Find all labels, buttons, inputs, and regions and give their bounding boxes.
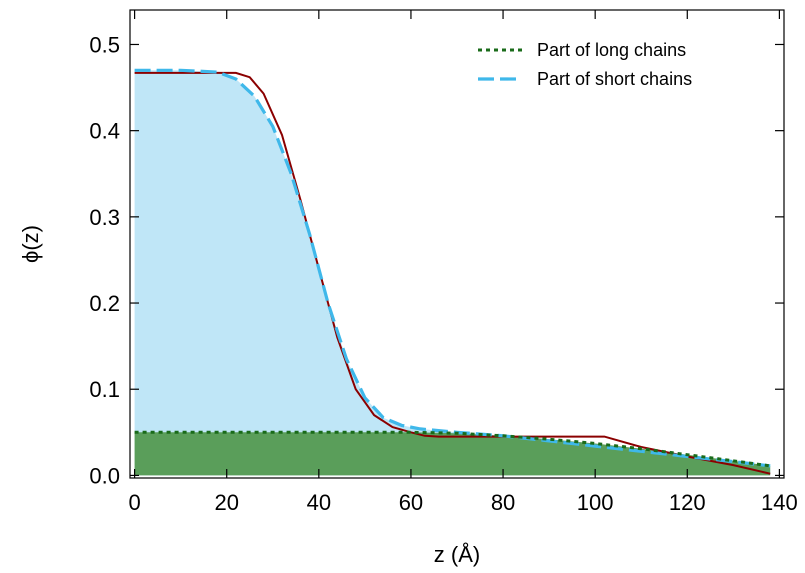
y-axis-label: ϕ(z) [18,225,43,263]
y-tick-label: 0.2 [89,291,120,316]
long-chains-line [134,430,771,468]
short-chains-line [134,68,771,468]
x-tick-label: 60 [399,490,423,515]
x-tick-label: 40 [307,490,331,515]
x-tick-label: 120 [669,490,706,515]
series-lines [134,68,771,475]
x-tick-label: 20 [214,490,238,515]
axis-ticks [130,10,784,478]
short-chains-fill [134,70,771,476]
legend: Part of long chains Part of short chains [478,40,692,89]
total-profile-line [134,71,771,475]
fill-areas [134,70,771,476]
y-tick-label: 0.5 [89,32,120,57]
x-tick-label: 100 [577,490,614,515]
x-axis-label: z (Å) [434,542,480,567]
tick-labels: 0 20 40 60 80 100 120 140 0.0 0.1 0.2 0.3 0.4 0.5 [89,32,797,515]
x-tick-label: 140 [761,490,798,515]
y-tick-label: 0.3 [89,205,120,230]
x-tick-label: 0 [128,490,140,515]
long-chains-fill [134,432,771,476]
legend-label-short-chains: Part of short chains [537,69,692,89]
y-tick-label: 0.1 [89,377,120,402]
y-tick-label: 0.4 [89,119,120,144]
plot-frame [129,9,785,479]
x-tick-label: 80 [491,490,515,515]
legend-label-long-chains: Part of long chains [537,40,686,60]
y-tick-label: 0.0 [89,463,120,488]
